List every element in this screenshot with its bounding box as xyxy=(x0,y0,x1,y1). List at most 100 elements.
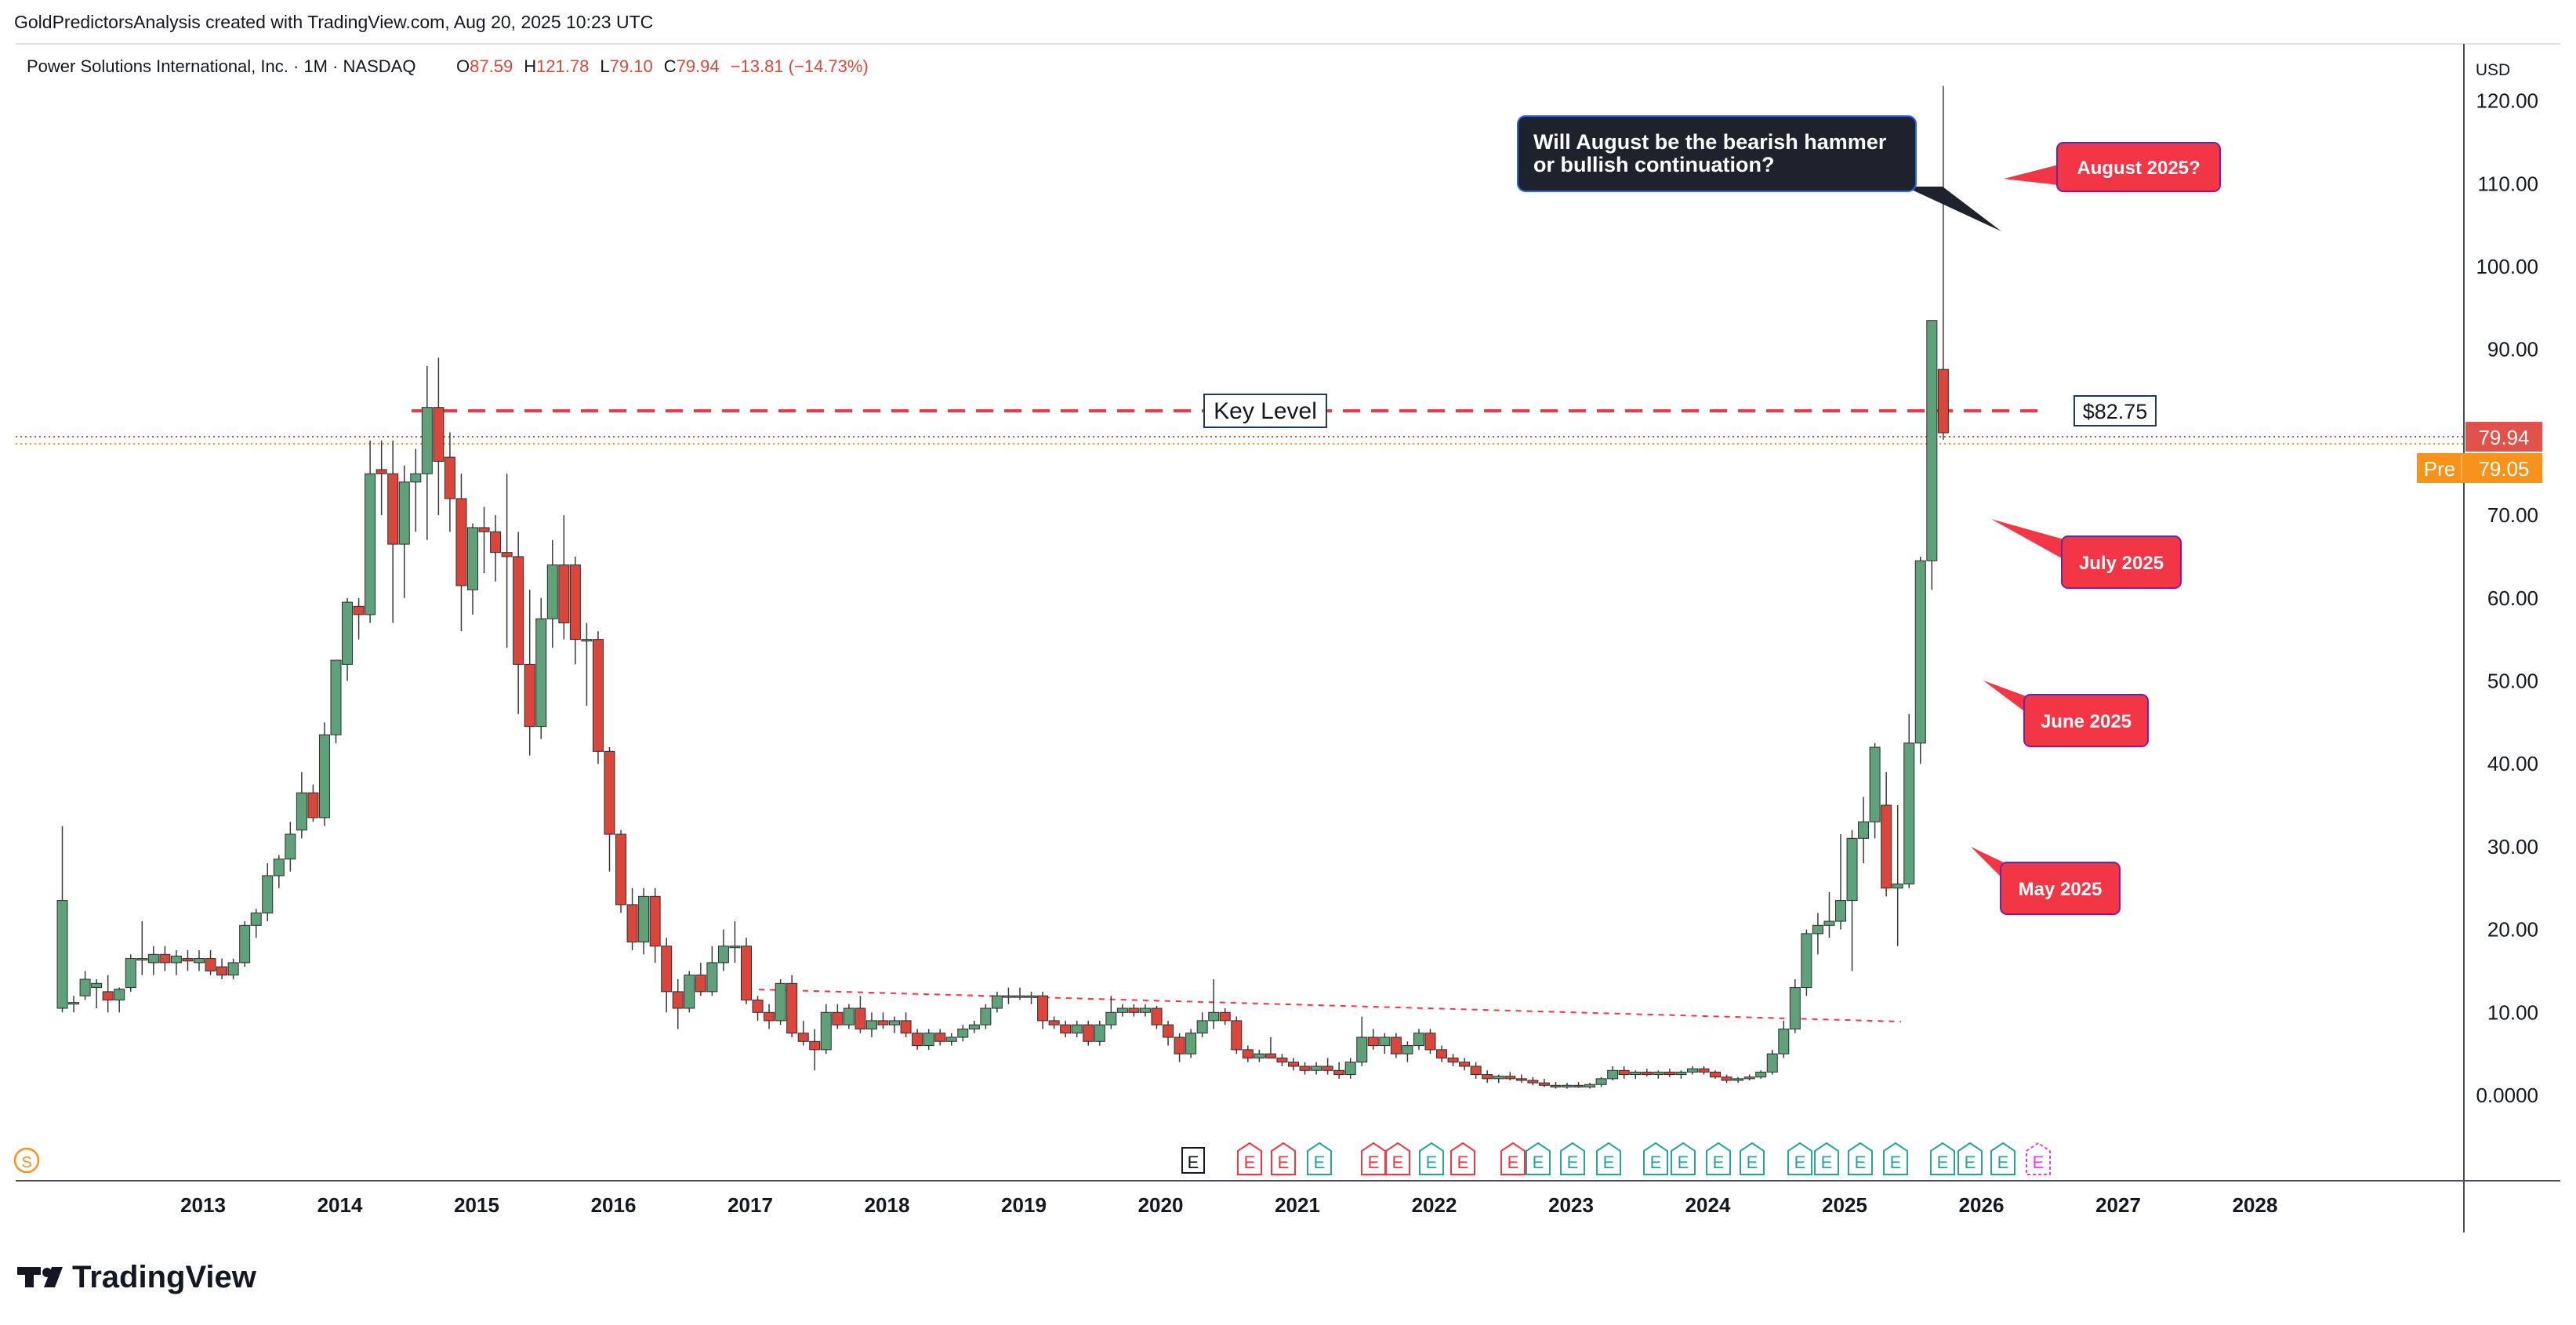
candle-body xyxy=(1584,1084,1596,1087)
candle xyxy=(1482,1070,1493,1084)
candle-body xyxy=(1721,1076,1732,1081)
candle xyxy=(706,946,718,996)
candle-body xyxy=(79,978,91,996)
candle xyxy=(900,1012,912,1038)
candle-body xyxy=(1139,1007,1151,1013)
key-level-text: Key Level xyxy=(1214,398,1317,424)
august-callout[interactable]: August 2025? xyxy=(2004,142,2221,192)
candle xyxy=(661,938,673,1013)
may-callout[interactable]: May 2025 xyxy=(1971,847,2121,915)
premarket-label: Pre xyxy=(2424,457,2455,481)
earnings-marker[interactable]: E xyxy=(1990,1142,2015,1175)
earnings-marker[interactable]: E xyxy=(1957,1142,1983,1175)
price-axis[interactable]: 120.00 110.00 100.00 90.00 70.00 60.00 50.00 40… xyxy=(2476,89,2538,1107)
price-tick: 60.00 xyxy=(2487,586,2538,610)
earnings-marker[interactable]: E xyxy=(1271,1142,1296,1175)
candle-body xyxy=(1653,1071,1664,1076)
time-tick: 2028 xyxy=(2233,1193,2278,1217)
ohlc-l-value: 79.10 xyxy=(610,56,653,76)
june-callout[interactable]: June 2025 xyxy=(1983,681,2149,747)
earnings-marker[interactable]: E xyxy=(1883,1142,1908,1175)
candle xyxy=(775,979,786,1026)
candle xyxy=(877,1012,889,1029)
ohlc-o-label: O xyxy=(456,56,470,76)
candle xyxy=(1333,1062,1345,1079)
descending-trendline[interactable] xyxy=(758,989,1902,1022)
candle xyxy=(1493,1074,1504,1084)
earnings-marker[interactable]: E xyxy=(1450,1142,1475,1175)
candle xyxy=(102,975,114,1013)
candle-body xyxy=(524,663,535,728)
question-line-2: or bullish continuation? xyxy=(1533,153,1774,176)
earnings-marker[interactable]: E xyxy=(1560,1142,1585,1175)
earnings-marker[interactable]: E xyxy=(1526,1142,1551,1175)
candle-body xyxy=(205,958,216,971)
candle xyxy=(1447,1054,1459,1067)
earnings-marker[interactable]: E xyxy=(1814,1142,1839,1175)
candle-body xyxy=(877,1020,889,1026)
candle-body xyxy=(1766,1053,1778,1073)
candle-body xyxy=(1801,933,1812,989)
price-label[interactable]: $82.75 xyxy=(2073,395,2157,427)
earnings-marker[interactable]: E xyxy=(1361,1142,1386,1175)
july-callout[interactable]: July 2025 xyxy=(1991,519,2182,589)
earnings-marker[interactable]: E xyxy=(1643,1142,1668,1175)
candle-body xyxy=(239,924,251,964)
earnings-marker[interactable]: E xyxy=(1385,1142,1410,1175)
earnings-marker-label: E xyxy=(1426,1153,1438,1172)
candle-body xyxy=(376,469,387,474)
candle-body xyxy=(991,995,1003,1009)
candle xyxy=(764,1004,775,1029)
earnings-marker[interactable]: E xyxy=(1500,1142,1526,1175)
dividend-marker[interactable]: S xyxy=(13,1147,40,1174)
earnings-marker[interactable]: E xyxy=(1181,1147,1205,1174)
candle-body xyxy=(832,1011,844,1026)
earnings-marker-label: E xyxy=(1855,1153,1867,1172)
candle-body xyxy=(285,833,296,860)
earnings-marker[interactable]: E xyxy=(2026,1142,2051,1175)
candle xyxy=(524,590,535,756)
time-axis[interactable]: 2013 2014 2015 2016 2017 2018 2019 2020 2021 2022… xyxy=(180,1193,2277,1217)
earnings-marker-label: E xyxy=(1533,1153,1544,1172)
earnings-marker[interactable]: E xyxy=(1419,1142,1444,1175)
earnings-marker[interactable]: E xyxy=(1848,1142,1873,1175)
candle xyxy=(1413,1029,1424,1050)
key-level-label[interactable]: Key Level xyxy=(1203,394,1327,428)
candle xyxy=(649,888,661,963)
candle-body xyxy=(923,1033,934,1047)
candle xyxy=(467,523,478,615)
candle-body xyxy=(353,605,365,615)
earnings-marker[interactable]: E xyxy=(1307,1142,1332,1175)
earnings-marker[interactable]: E xyxy=(1596,1142,1621,1175)
earnings-marker[interactable]: E xyxy=(1930,1142,1955,1175)
question-callout[interactable]: Will August be the bearish hammer or bul… xyxy=(1517,115,2001,231)
tradingview-logo[interactable]: TradingView xyxy=(17,1260,257,1294)
earnings-marker[interactable]: E xyxy=(1237,1142,1262,1175)
candle xyxy=(1299,1062,1311,1075)
earnings-marker[interactable]: E xyxy=(1671,1142,1696,1175)
earnings-marker[interactable]: E xyxy=(1706,1142,1731,1175)
attribution-text: GoldPredictorsAnalysis created with Trad… xyxy=(14,12,653,32)
candle-body xyxy=(194,958,205,964)
candle-body xyxy=(421,407,433,474)
candle xyxy=(1801,929,1812,996)
earnings-marker-label: E xyxy=(1650,1153,1662,1172)
candle xyxy=(1288,1058,1299,1071)
candle xyxy=(1344,1058,1356,1079)
candle xyxy=(615,829,627,913)
candle xyxy=(820,1004,832,1055)
candle-body xyxy=(1914,560,1926,744)
candle xyxy=(478,506,490,574)
earnings-marker[interactable]: E xyxy=(1787,1142,1812,1175)
candle-body xyxy=(1356,1036,1368,1063)
candle-body xyxy=(1858,821,1870,839)
earnings-marker[interactable]: E xyxy=(1740,1142,1765,1175)
candle xyxy=(1835,834,1846,930)
question-line-1: Will August be the bearish hammer xyxy=(1533,130,1887,154)
price-tick: 120.00 xyxy=(2476,89,2538,113)
currency-label[interactable]: USD xyxy=(2476,61,2510,79)
candle-body xyxy=(1846,837,1858,902)
candle xyxy=(285,822,296,872)
earnings-marker-label: E xyxy=(1794,1153,1806,1172)
